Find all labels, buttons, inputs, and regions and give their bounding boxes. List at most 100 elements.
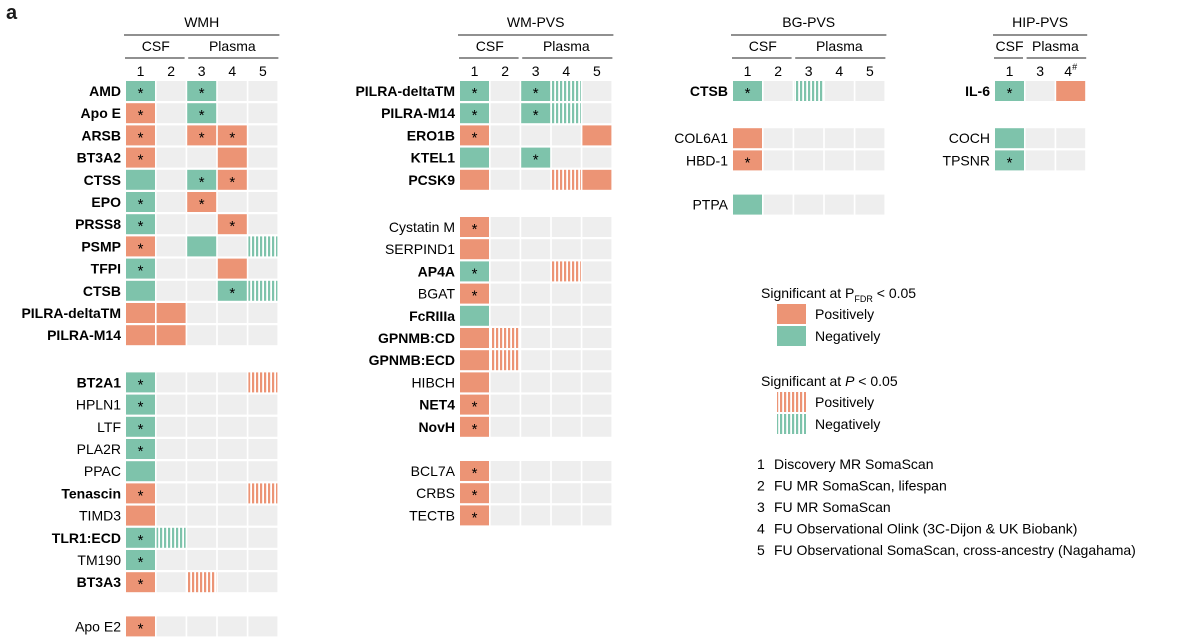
heatmap-cell: [126, 439, 155, 459]
heatmap-cell: [248, 303, 278, 323]
heatmap-cell: [156, 236, 186, 257]
heatmap-cell: [521, 350, 551, 371]
heatmap-cell: [248, 147, 278, 168]
column-number: 3: [198, 63, 206, 79]
heatmap-cell: [582, 394, 612, 415]
heatmap-cell: [824, 150, 854, 171]
significance-star: *: [472, 487, 478, 504]
heatmap-cell: [521, 283, 551, 304]
significance-star: *: [138, 620, 144, 637]
column-number: 2: [774, 63, 782, 79]
significance-star: *: [533, 85, 539, 102]
significance-star: *: [138, 421, 144, 438]
heatmap-row: AMD * *: [89, 81, 278, 102]
heatmap-cell: [248, 169, 278, 190]
heatmap-cell: [521, 394, 551, 415]
heatmap-cell: [551, 505, 581, 526]
significance-star: *: [472, 509, 478, 526]
protein-label: AMD: [89, 83, 121, 99]
significance-star: *: [472, 221, 478, 238]
heatmap-cell: [126, 394, 155, 415]
heatmap-cell: [460, 169, 489, 190]
panel-letter: a: [6, 2, 18, 24]
heatmap-row: PLA2R *: [77, 439, 278, 460]
significance-star: *: [229, 174, 235, 191]
heatmap-cell: [460, 239, 489, 260]
legend-swatch-fdr-positive: [777, 304, 806, 324]
heatmap-cell: [855, 194, 885, 215]
legend-cohort-text: Discovery MR SomaScan: [774, 456, 934, 472]
heatmap-row: GPNMB:ECD: [369, 350, 612, 371]
column-number: 4: [228, 63, 236, 79]
heatmap-row: TLR1:ECD *: [52, 527, 278, 549]
heatmap-cell: [490, 483, 520, 504]
heatmap-cell: [551, 483, 581, 504]
heatmap-cell: [156, 505, 186, 526]
heatmap-cell: [490, 103, 520, 124]
protein-label: PPAC: [84, 463, 121, 479]
heatmap-cell: [995, 128, 1024, 149]
heatmap-cell: [460, 261, 489, 282]
heatmap-cell: [995, 81, 1024, 101]
heatmap-cell: [460, 283, 489, 304]
legend-cohort-text: FU MR SomaScan: [774, 499, 891, 515]
protein-label: TPSNR: [943, 152, 990, 168]
heatmap-cell: [582, 483, 612, 504]
heatmap-cell: [551, 372, 581, 393]
heatmap-cell: [582, 81, 612, 101]
heatmap-cell: [733, 150, 762, 171]
heatmap-cell: [248, 505, 278, 526]
heatmap-cell: [217, 461, 247, 482]
heatmap-cell: [248, 192, 278, 212]
heatmap-cell: [521, 81, 551, 101]
heatmap-cell: [156, 125, 186, 146]
heatmap-cell: [217, 280, 247, 301]
heatmap-cell: [187, 169, 217, 190]
heatmap-cell: [217, 103, 247, 124]
protein-label: CTSB: [83, 283, 121, 299]
heatmap-cell: [156, 169, 186, 190]
heatmap-row: PCSK9: [408, 169, 612, 190]
heatmap-cell: [217, 303, 247, 323]
heatmap-cell: [187, 325, 217, 346]
heatmap-cell: [824, 128, 854, 149]
protein-label: BT3A2: [77, 150, 122, 166]
legend-swatch-nominal-positive: [777, 392, 806, 412]
heatmap-cell: [490, 217, 520, 237]
heatmap-cell: [1025, 81, 1055, 101]
heatmap-cell: [490, 81, 520, 101]
heatmap-cell: [156, 439, 186, 459]
protein-label: NET4: [419, 397, 455, 413]
protein-label: TECTB: [409, 507, 455, 523]
heatmap-cell: [126, 192, 155, 212]
heatmap-cell: [763, 128, 793, 149]
heatmap-cell: [187, 505, 217, 526]
heatmap-row: NET4 *: [419, 394, 612, 416]
heatmap-cell: [217, 147, 247, 168]
heatmap-cell: [187, 372, 217, 393]
heatmap-cell: [187, 103, 217, 124]
significance-star: *: [138, 443, 144, 460]
heatmap-cell: [217, 527, 247, 548]
protein-label: PILRA-deltaTM: [355, 83, 455, 99]
heatmap-cell: [187, 483, 217, 504]
column-number: 3: [532, 63, 540, 79]
heatmap-cell: [187, 416, 217, 437]
heatmap-cell: [551, 169, 581, 190]
protein-label: HBD-1: [686, 152, 728, 168]
heatmap-cell: [248, 258, 278, 279]
heatmap-row: PILRA-deltaTM * *: [355, 81, 612, 102]
heatmap-cell: [126, 372, 155, 393]
column-number: 2: [167, 63, 175, 79]
heatmap-cell: [156, 214, 186, 235]
panel-hip-pvs: HIP-PVS CSF Plasma 1 3 4# IL-6 * COCH TPSNR *: [943, 14, 1088, 171]
heatmap-cell: [551, 350, 581, 371]
heatmap-cell: [187, 236, 217, 257]
heatmap-cell: [156, 527, 186, 548]
heatmap-cell: [490, 372, 520, 393]
heatmap-cell: [187, 394, 217, 415]
heatmap-row: AP4A *: [418, 261, 612, 282]
heatmap-row: CTSS * *: [84, 169, 278, 191]
heatmap-cell: [217, 81, 247, 101]
heatmap-cell: [126, 147, 155, 168]
